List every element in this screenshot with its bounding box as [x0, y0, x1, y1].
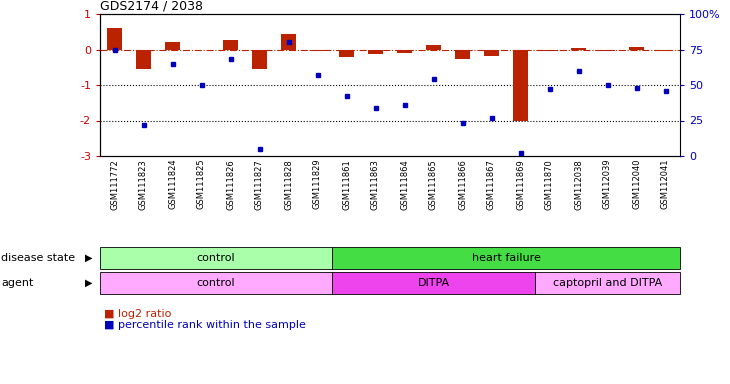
- Bar: [542, 50, 557, 51]
- Bar: [572, 48, 585, 50]
- Bar: [397, 50, 412, 53]
- Text: ■ percentile rank within the sample: ■ percentile rank within the sample: [104, 320, 306, 330]
- Text: agent: agent: [1, 278, 34, 288]
- Bar: [310, 50, 325, 51]
- Bar: [223, 40, 238, 50]
- Text: ■ log2 ratio: ■ log2 ratio: [104, 309, 171, 319]
- Text: control: control: [196, 278, 235, 288]
- Bar: [600, 50, 615, 51]
- Bar: [484, 50, 499, 56]
- Bar: [165, 42, 180, 50]
- Bar: [629, 47, 644, 50]
- Bar: [658, 50, 673, 51]
- Text: disease state: disease state: [1, 253, 76, 263]
- Bar: [332, 272, 535, 294]
- Bar: [535, 272, 680, 294]
- Bar: [513, 50, 528, 121]
- Bar: [100, 247, 332, 269]
- Text: captopril and DITPA: captopril and DITPA: [553, 278, 662, 288]
- Bar: [368, 50, 383, 54]
- Bar: [137, 50, 151, 69]
- Text: GDS2174 / 2038: GDS2174 / 2038: [100, 0, 203, 12]
- Text: ▶: ▶: [85, 253, 93, 263]
- Text: control: control: [196, 253, 235, 263]
- Bar: [339, 50, 354, 56]
- Text: heart failure: heart failure: [472, 253, 540, 263]
- Bar: [281, 33, 296, 50]
- Bar: [253, 50, 266, 69]
- Bar: [100, 272, 332, 294]
- Text: DITPA: DITPA: [418, 278, 450, 288]
- Bar: [456, 50, 469, 60]
- Bar: [426, 45, 441, 50]
- Bar: [332, 247, 680, 269]
- Text: ▶: ▶: [85, 278, 93, 288]
- Bar: [107, 28, 122, 50]
